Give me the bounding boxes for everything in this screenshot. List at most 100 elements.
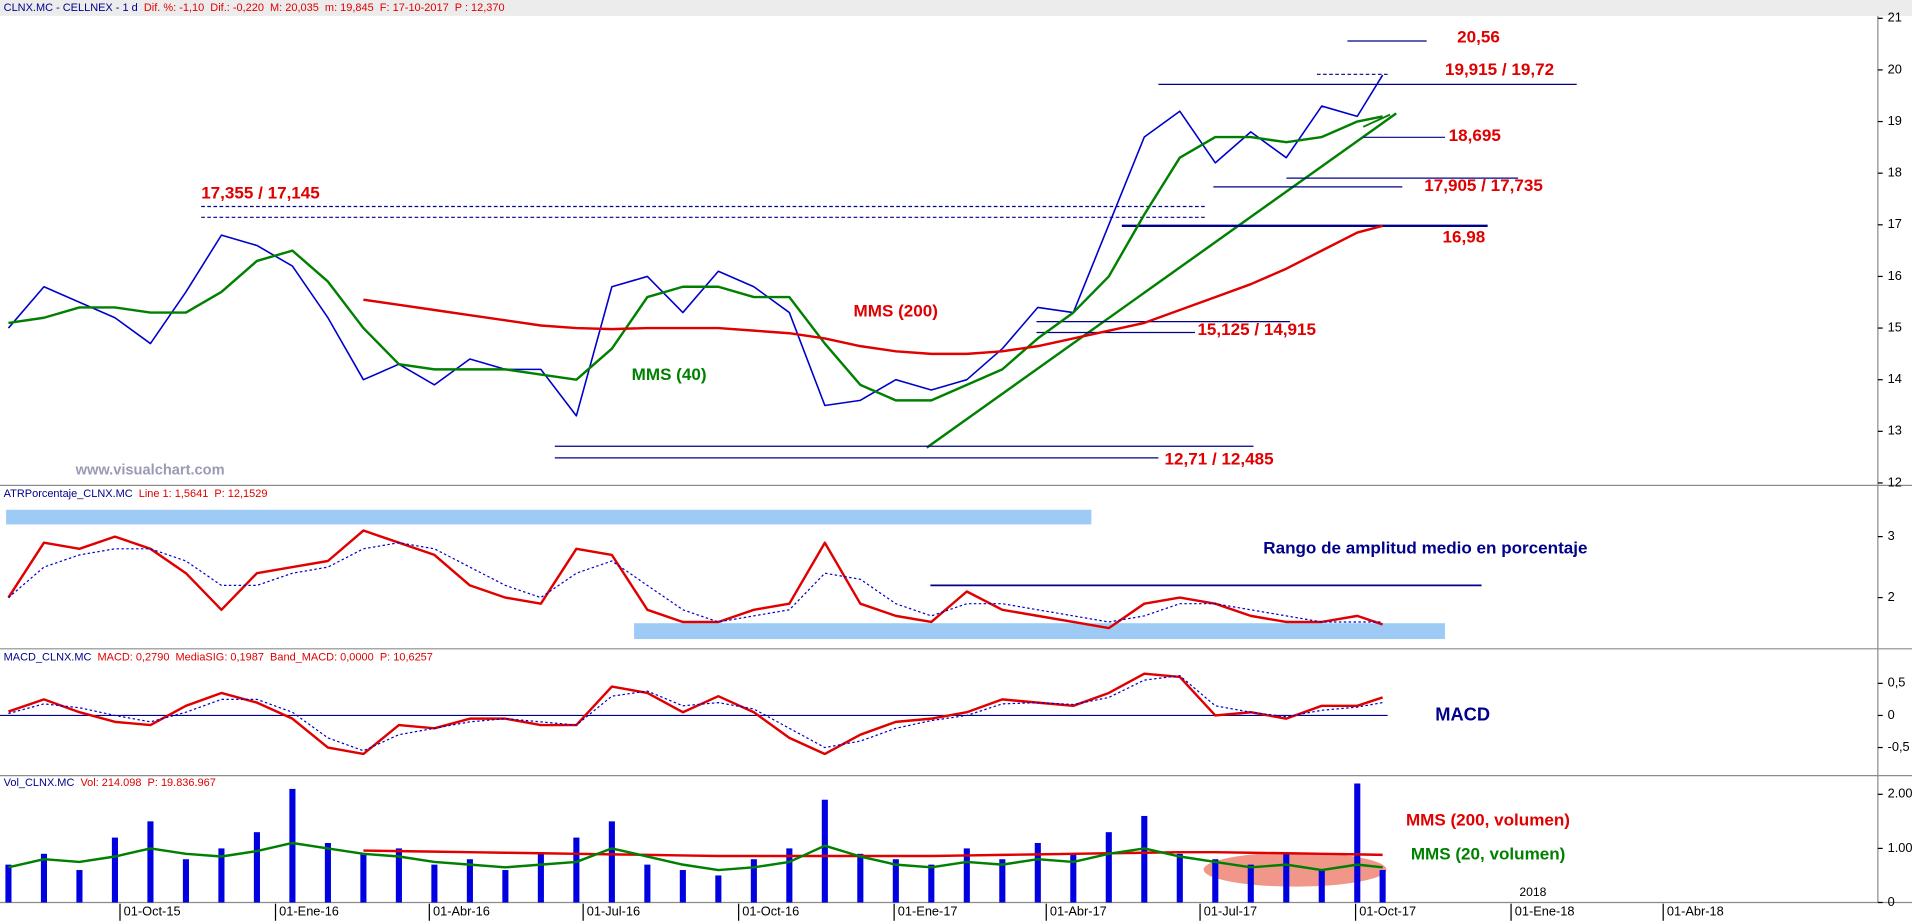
header-item: Dif. %: -1,10 [144,2,204,14]
x-tick-label: 01-Abr-17 [1050,904,1107,919]
volume-bar [1379,870,1386,903]
volume-bar [1318,870,1325,903]
annotation: 17,905 / 17,735 [1424,176,1543,195]
header-item: F: 17-10-2017 [380,2,449,14]
volume-bar [537,853,544,903]
header-item: ATRPorcentaje_CLNX.MC [4,488,133,500]
volume-bar [750,859,757,903]
y-tick-label: 17 [1888,216,1902,231]
y-tick-label: 19 [1888,113,1902,128]
header-item: CLNX.MC - CELLNEX - 1 d [4,2,138,14]
y-tick-label: 12 [1888,474,1902,489]
header-item: Vol: 214.098 [80,777,141,789]
series-line [7,74,1384,417]
highlight-band [6,509,1092,525]
y-tick-label: 0 [1888,894,1895,909]
series-line [8,672,1383,756]
y-tick-label: 13 [1888,423,1902,438]
annotation: 20,56 [1457,27,1500,46]
y-tick-label: 0 [1888,707,1895,722]
y-tick-label: -0,5 [1888,739,1910,754]
header-item: MediaSIG: 0,1987 [176,651,264,663]
annotation: Rango de amplitud medio en porcentaje [1263,538,1587,557]
volume-bar [360,853,367,903]
volume-bar [218,848,225,903]
x-tick-label: 01-Oct-16 [742,904,799,919]
volume-bar [999,859,1006,903]
header-item: M: 20,035 [270,2,319,14]
series-label: MMS (200) [854,302,938,321]
trend-line [1362,113,1391,128]
x-tick-label: 01-Ene-18 [1515,904,1575,919]
annotation: 16,98 [1443,227,1486,246]
volume-bar [1283,853,1290,903]
annotation: 17,355 / 17,145 [201,183,320,202]
volume-bar [821,799,828,903]
series-line [363,849,1383,858]
x-tick-label: 01-Ene-17 [898,904,958,919]
panel-header: CLNX.MC - CELLNEX - 1 d Dif. %: -1,10 Dif.… [4,2,505,14]
volume-bar [679,870,686,903]
volume-bar [466,859,473,903]
header-item: m: 19,845 [325,2,374,14]
volume-bar [608,821,615,903]
x-tick-label: 01-Jul-16 [587,904,640,919]
x-tick-label: 01-Jul-17 [1204,904,1257,919]
volume-bar [147,821,154,903]
annotation: 15,125 / 14,915 [1197,320,1316,339]
volume-bar [786,848,793,903]
volume-bar [253,832,260,903]
volume-bar [715,875,722,903]
volume-bar [1247,864,1254,903]
x-tick-label: 01-Abr-18 [1667,904,1724,919]
volume-bar [76,870,83,903]
annotation: 2018 [1519,885,1546,899]
panel-borders [0,15,1912,904]
volume-bar [289,788,296,903]
header-item: P: 19.836.967 [148,777,216,789]
annotation: 12,71 / 12,485 [1165,449,1275,468]
y-tick-label: 20 [1888,61,1902,76]
header-item: P : 12,370 [455,2,505,14]
volume-bar [182,859,189,903]
x-tick-label: 01-Oct-17 [1359,904,1416,919]
volume-bar [395,848,402,903]
header-item: Band_MACD: 0,0000 [270,651,374,663]
series-label: MMS (20, volumen) [1411,844,1566,863]
volume-bar [324,842,331,903]
y-tick-label: 2 [1888,589,1895,604]
series-line [8,542,1383,623]
x-tick-label: 01-Abr-16 [433,904,490,919]
y-tick-label: 14 [1888,371,1902,386]
volume-bar [1176,853,1183,903]
volume-bar [431,864,438,903]
series-line [8,115,1383,402]
series-label: MMS (40) [632,365,707,384]
header-item: P: 12,1529 [214,488,267,500]
volume-bar [111,837,118,903]
y-tick-label: 3 [1888,528,1895,543]
panel-header: MACD_CLNX.MC MACD: 0,2790 MediaSIG: 0,1987… [4,651,433,663]
volume-bar [963,848,970,903]
volume-bar [5,864,12,903]
annotation: MACD [1435,704,1490,725]
volume-bar [892,859,899,903]
volume-bar [1212,859,1219,903]
header-item: Dif.: -0,220 [210,2,264,14]
volume-bar [1070,853,1077,903]
volume-bar [573,837,580,903]
volume-bar [644,864,651,903]
y-tick-label: 0,5 [1888,675,1906,690]
series-line [363,224,1383,356]
y-tick-label: 18 [1888,165,1902,180]
header-item: Vol_CLNX.MC [4,777,75,789]
panel-header: ATRPorcentaje_CLNX.MC Line 1: 1,5641 P: 12… [4,488,268,500]
y-tick-label: 16 [1888,268,1902,283]
x-tick-label: 01-Oct-15 [124,904,181,919]
watermark: www.visualchart.com [75,463,225,479]
volume-bar [1034,842,1041,903]
volume-bar [1141,815,1148,903]
